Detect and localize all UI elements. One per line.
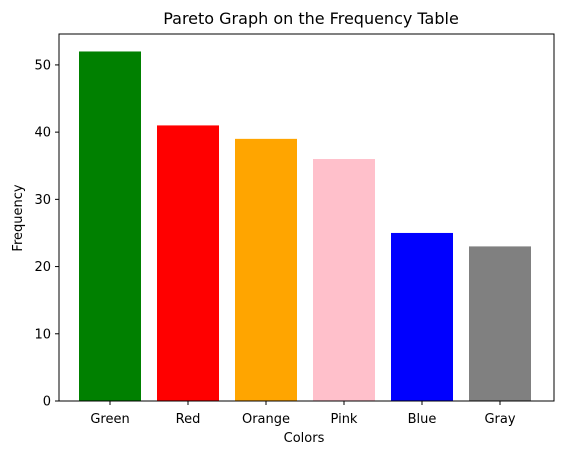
y-tick-label: 0 xyxy=(43,395,51,410)
bar-pink xyxy=(313,159,375,401)
y-axis-label: Frequency xyxy=(11,184,26,251)
x-tick-label: Orange xyxy=(242,412,290,427)
y-tick-label: 10 xyxy=(34,327,51,342)
x-tick-label: Gray xyxy=(484,412,515,427)
bar-blue xyxy=(391,232,453,401)
y-tick-label: 30 xyxy=(34,193,51,208)
y-tick-label: 40 xyxy=(34,126,51,141)
axes-frame xyxy=(58,33,555,402)
x-tick-label: Blue xyxy=(408,412,437,427)
bar-orange xyxy=(235,138,297,401)
bar-red xyxy=(157,125,219,402)
x-axis-label: Colors xyxy=(284,431,325,446)
plot-area: 0 10 20 30 40 50 Green Red Orange Pink Blue Gray xyxy=(34,33,555,427)
chart-title: Pareto Graph on the Frequency Table xyxy=(163,9,459,28)
x-tick-label: Red xyxy=(176,412,201,427)
bar-gray xyxy=(469,246,531,401)
x-tick-label: Pink xyxy=(331,412,358,427)
bar-green xyxy=(79,51,141,401)
y-tick-label: 50 xyxy=(34,58,51,73)
y-tick-label: 20 xyxy=(34,260,51,275)
x-tick-label: Green xyxy=(90,412,129,427)
